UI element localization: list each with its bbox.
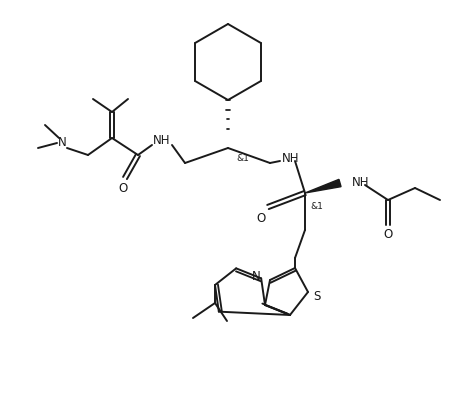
Text: O: O xyxy=(118,181,128,194)
Text: O: O xyxy=(256,213,266,226)
Text: &1: &1 xyxy=(310,202,323,211)
Text: NH: NH xyxy=(282,152,300,165)
Text: &1: &1 xyxy=(236,154,249,163)
Text: NH: NH xyxy=(352,176,370,189)
Text: O: O xyxy=(383,228,393,241)
Polygon shape xyxy=(305,179,341,193)
Text: N: N xyxy=(58,136,66,150)
Text: S: S xyxy=(313,291,321,304)
Text: NH: NH xyxy=(153,134,171,147)
Text: N: N xyxy=(252,270,261,283)
